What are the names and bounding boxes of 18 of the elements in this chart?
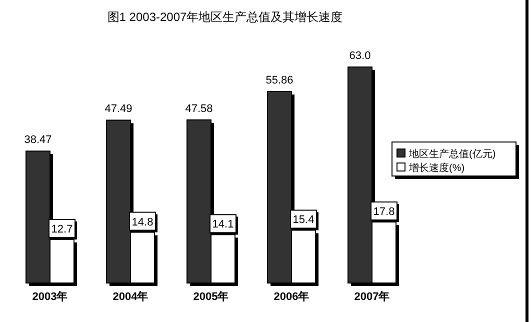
x-tick: 2003年 [32, 291, 68, 303]
data-label: 47.49 [104, 103, 132, 116]
data-label: 12.7 [51, 223, 73, 236]
x-tick: 2007年 [354, 291, 390, 303]
data-label: 14.8 [132, 216, 154, 228]
data-label: 55.86 [266, 74, 294, 86]
data-label: 47.58 [185, 102, 213, 115]
data-label: 17.8 [373, 206, 395, 218]
x-tick: 2004年 [112, 291, 148, 303]
legend-label: 地区生产总值(亿元) [408, 148, 496, 160]
legend-label: 增长速度(%) [408, 162, 465, 174]
data-label: 14.1 [212, 218, 234, 231]
x-tick: 2006年 [274, 291, 310, 303]
data-label: 38.47 [24, 134, 52, 146]
x-tick: 2005年 [193, 291, 229, 303]
data-label: 63.0 [349, 50, 371, 62]
title: 图1 2003-2007年地区生产总值及其增长速度 [107, 10, 343, 24]
data-label: 15.4 [292, 214, 314, 226]
